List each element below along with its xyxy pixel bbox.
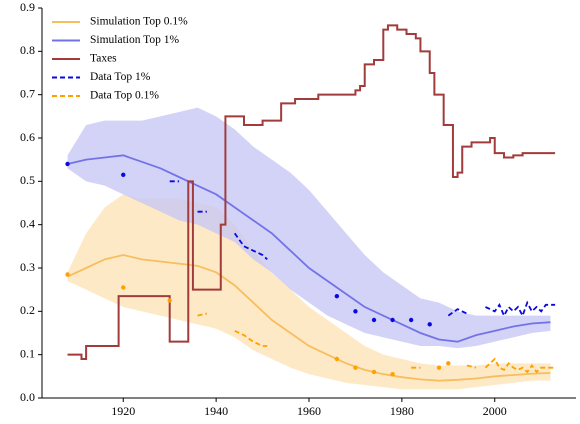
x-tick-label: 2000 (483, 404, 507, 418)
data-point (65, 272, 70, 277)
data-point (427, 322, 432, 327)
x-tick-label: 1960 (297, 404, 321, 418)
series-line (67, 254, 551, 382)
y-tick-label: 0.0 (20, 390, 35, 404)
data-point (446, 361, 451, 366)
data-point (167, 298, 172, 303)
data-point (371, 369, 377, 375)
y-tick-label: 0.2 (20, 303, 35, 317)
y-tick-label: 0.3 (20, 260, 35, 274)
data-point (65, 161, 70, 167)
legend-label: Taxes (90, 53, 117, 65)
y-tick-label: 0.4 (20, 216, 35, 230)
series-line (169, 180, 556, 318)
legend: Simulation Top 0.1% Simulation Top 1% Taxe… (52, 16, 188, 102)
y-tick-label: 0.7 (20, 86, 35, 100)
data-point (408, 317, 414, 323)
data-point (121, 172, 126, 178)
series-line (67, 154, 551, 343)
x-tick-label: 1920 (111, 404, 135, 418)
legend-label: Data Top 0.1% (90, 90, 159, 102)
bands (67, 107, 551, 390)
data-point (334, 293, 340, 299)
data-point (334, 356, 340, 362)
y-tick-label: 0.6 (20, 130, 35, 144)
axes: 0.0 0.1 0.2 0.3 0.4 0.5 0.6 0.7 0.8 0.9 1920 1940 19… (20, 0, 576, 418)
legend-label: Data Top 1% (90, 71, 151, 83)
x-tick-label: 1980 (390, 404, 414, 418)
y-tick-label: 0.9 (20, 0, 35, 14)
legend-label: Simulation Top 1% (90, 34, 179, 46)
x-tick-label: 1940 (204, 404, 228, 418)
series-line (67, 24, 556, 360)
data-point (353, 309, 358, 314)
y-tick-label: 0.1 (20, 346, 35, 360)
lines (65, 24, 556, 382)
series-line (197, 312, 556, 374)
data-point (353, 365, 358, 370)
band (67, 107, 551, 349)
y-tick-label: 0.5 (20, 173, 35, 187)
data-point (121, 285, 126, 290)
data-point (390, 371, 395, 377)
data-point (371, 317, 377, 323)
data-point (390, 317, 395, 323)
data-point (436, 365, 442, 370)
y-tick-label: 0.8 (20, 43, 35, 57)
legend-label: Simulation Top 0.1% (90, 16, 188, 28)
